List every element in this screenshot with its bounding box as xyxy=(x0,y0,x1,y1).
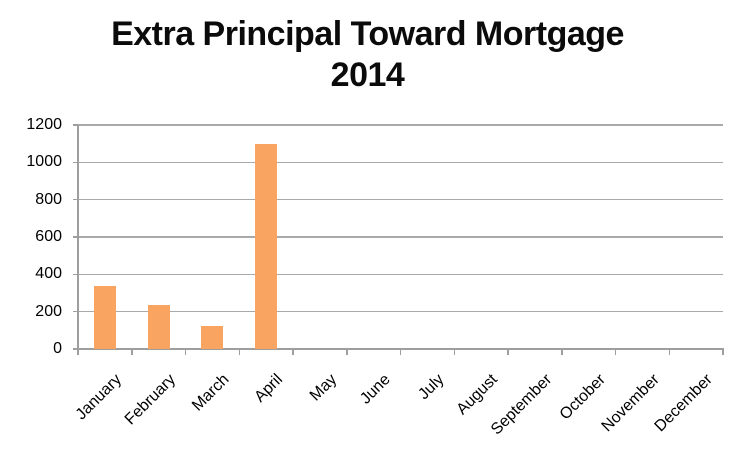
x-axis-tick-8 xyxy=(507,349,509,355)
x-axis-label-june: June xyxy=(357,371,394,408)
x-axis-tick-6 xyxy=(399,349,402,355)
x-axis-label-november: November xyxy=(598,371,663,436)
x-axis-tick-11 xyxy=(668,349,670,355)
y-axis-tick-200 xyxy=(73,310,78,313)
y-axis-label-200: 200 xyxy=(35,302,62,320)
x-axis-tick-12 xyxy=(722,349,724,355)
y-axis-label-1000: 1000 xyxy=(26,153,62,171)
y-axis-label-0: 0 xyxy=(53,340,62,357)
chart-title-line2: 2014 xyxy=(330,56,405,94)
y-axis-line xyxy=(77,125,79,349)
bar-february xyxy=(147,305,170,349)
x-axis-label-march: March xyxy=(188,371,233,415)
bar-january xyxy=(93,286,116,349)
bar-march xyxy=(201,325,224,349)
x-axis-tick-3 xyxy=(238,349,240,355)
x-axis-label-july: July xyxy=(415,371,448,404)
x-axis-label-august: August xyxy=(453,371,502,419)
x-axis-tick-2 xyxy=(184,349,187,355)
gridline-800 xyxy=(78,198,723,201)
gridline-200 xyxy=(78,310,723,313)
x-axis-label-april: April xyxy=(251,371,287,406)
x-axis-tick-10 xyxy=(614,349,617,355)
y-axis-tick-600 xyxy=(73,236,78,238)
bar-april xyxy=(255,143,278,349)
x-axis-tick-4 xyxy=(292,349,294,355)
y-axis-label-800: 800 xyxy=(35,190,62,208)
x-axis-label-october: October xyxy=(556,371,609,424)
gridline-400 xyxy=(78,273,723,276)
x-axis-tick-0 xyxy=(77,349,79,355)
y-axis-tick-800 xyxy=(73,198,78,201)
y-axis-tick-1000 xyxy=(73,161,78,164)
x-axis-tick-7 xyxy=(453,349,455,355)
y-axis-label-400: 400 xyxy=(35,265,62,283)
x-axis-label-january: January xyxy=(72,371,125,424)
chart-title-line1: Extra Principal Toward Mortgage xyxy=(111,15,624,53)
y-axis-label-600: 600 xyxy=(35,228,62,245)
chart-title: Extra Principal Toward Mortgage 2014 xyxy=(0,14,735,96)
x-axis-line xyxy=(77,348,724,350)
x-axis-tick-1 xyxy=(131,349,133,355)
x-axis-label-february: February xyxy=(121,371,179,429)
y-axis-tick-400 xyxy=(73,273,78,276)
gridline-1200 xyxy=(78,124,723,126)
y-axis-tick-1200 xyxy=(73,124,78,126)
gridline-1000 xyxy=(78,161,723,164)
x-axis-tick-5 xyxy=(346,349,348,355)
x-axis-tick-9 xyxy=(561,349,563,355)
gridline-600 xyxy=(78,236,723,238)
y-axis-label-1200: 1200 xyxy=(26,116,62,133)
x-axis-label-may: May xyxy=(306,371,340,405)
y-axis-tick-0 xyxy=(73,348,78,350)
